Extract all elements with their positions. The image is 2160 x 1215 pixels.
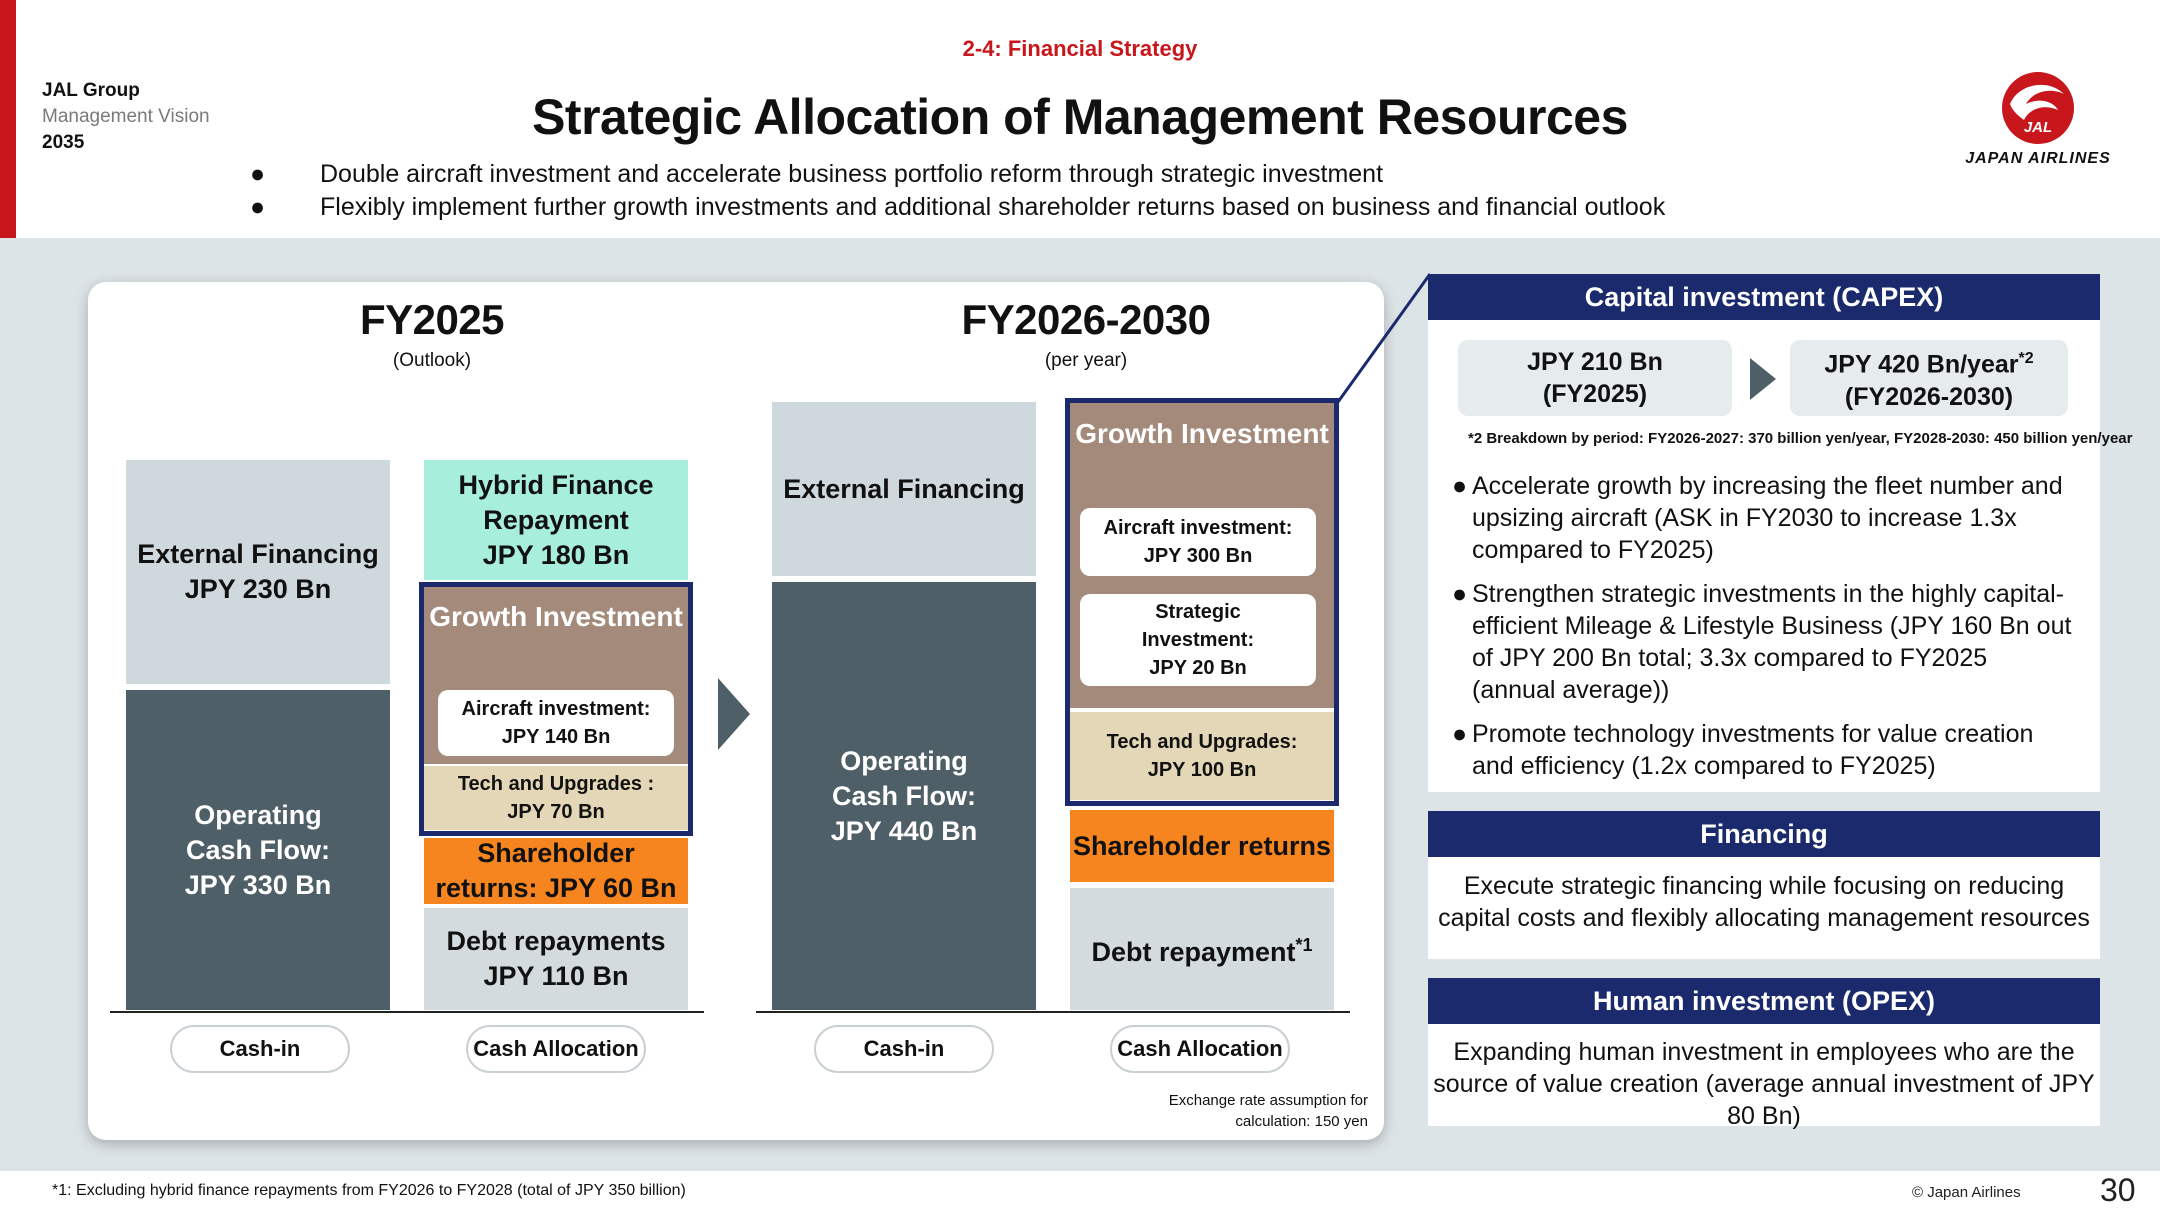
financing-body: Execute strategic financing while focusi…: [1438, 872, 2090, 932]
fy2630-aircraft-investment: Aircraft investment: JPY 300 Bn: [1080, 508, 1316, 576]
fy2025-cash-allocation-label: Cash Allocation: [466, 1025, 646, 1073]
accent-bar: [0, 0, 16, 238]
capex-arrow-icon: [1750, 358, 1776, 400]
crane-logo-icon: JAL: [2002, 72, 2074, 144]
intro-bullets: ● Double aircraft investment and accelera…: [250, 158, 1665, 224]
capex-point: ● Strengthen strategic investments in the…: [1452, 580, 2072, 704]
brand-block: JAL Group Management Vision 2035: [42, 78, 210, 156]
fy2630-shareholder-returns: Shareholder returns: [1070, 810, 1334, 882]
intro-bullet: ● Double aircraft investment and accelera…: [250, 160, 1384, 188]
fy2630-cash-in-label: Cash-in: [814, 1025, 994, 1073]
fy2025-subtitle: (Outlook): [392, 350, 472, 371]
fy2025-growth-highlight: [419, 582, 693, 836]
footnote: *1: Excluding hybrid finance repayments …: [52, 1182, 686, 1199]
fy2025-title: FY2025: [359, 296, 505, 343]
capex-points: ● Accelerate growth by increasing the fle…: [1452, 470, 2072, 794]
svg-text:JAL: JAL: [2024, 119, 2052, 136]
page-title: Strategic Allocation of Management Resou…: [532, 89, 1628, 145]
fy2025-growth-investment-title: Growth Investment: [429, 601, 683, 632]
fy2630-debt-repayment: Debt repayment*1: [1070, 888, 1334, 1010]
jal-logo: JAL JAPAN AIRLINES: [1948, 70, 2128, 180]
fy2630-tech-upgrades: Tech and Upgrades: JPY 100 Bn: [1070, 712, 1334, 800]
fy2025-operating-cash-flow: Operating Cash Flow: JPY 330 Bn: [126, 690, 390, 1010]
copyright: © Japan Airlines: [1912, 1184, 2021, 1201]
fy2630-growth-highlight: [1065, 398, 1339, 806]
fy2025-cash-in-label: Cash-in: [170, 1025, 350, 1073]
fy2630-baseline: [756, 1011, 1350, 1013]
header-band: [0, 0, 2160, 238]
fy2025-tech-upgrades: Tech and Upgrades : JPY 70 Bn: [424, 766, 688, 830]
footer-band: [0, 1171, 2160, 1215]
capex-point: ● Promote technology investments for valu…: [1452, 720, 2034, 780]
section-label: 2-4: Financial Strategy: [962, 36, 1198, 61]
fy2025-shareholder-returns: Shareholder returns: JPY 60 Bn: [424, 838, 688, 904]
human-investment-body: Expanding human investment in employees …: [1433, 1038, 2095, 1130]
financing-header: Financing: [1428, 811, 2100, 857]
fy2630-subtitle: (per year): [1044, 350, 1128, 371]
fy2025-external-financing: External Financing JPY 230 Bn: [126, 460, 390, 684]
intro-bullet: ● Flexibly implement further growth inves…: [250, 193, 1666, 221]
fy2630-title: FY2026-2030: [961, 296, 1211, 343]
fy2025-baseline: [110, 1011, 704, 1013]
human-investment-header: Human investment (OPEX): [1428, 978, 2100, 1024]
fy2630-strategic-investment: Strategic Investment: JPY 20 Bn: [1080, 594, 1316, 686]
capex-header: Capital investment (CAPEX): [1428, 274, 2100, 320]
financing-body-bg: [1428, 857, 2100, 959]
capex-to-box: JPY 420 Bn/year*2 (FY2026-2030): [1790, 340, 2068, 416]
fy2025-debt-repayments: Debt repayments JPY 110 Bn: [424, 908, 688, 1010]
fy2630-cash-allocation-label: Cash Allocation: [1110, 1025, 1290, 1073]
connector-line: [1336, 273, 1432, 403]
human-body-bg: [1428, 1024, 2100, 1126]
fy2025-hybrid-finance-repayment: Hybrid Finance Repayment JPY 180 Bn: [424, 460, 688, 580]
capex-from-box: JPY 210 Bn (FY2025): [1458, 340, 1732, 416]
fy2025-aircraft-investment: Aircraft investment: JPY 140 Bn: [438, 690, 674, 756]
transition-arrow-icon: [718, 678, 750, 750]
page-number: 30: [2100, 1172, 2136, 1208]
brand-line-2: Management Vision: [42, 106, 210, 127]
capex-footnote: *2 Breakdown by period: FY2026-2027: 370…: [1468, 430, 2133, 447]
fy2630-growth-investment-title: Growth Investment: [1075, 418, 1329, 449]
brand-line-3: 2035: [42, 132, 85, 153]
capex-point: ● Accelerate growth by increasing the fle…: [1452, 472, 2063, 564]
logo-wordmark: JAPAN AIRLINES: [1965, 150, 2111, 167]
fy2630-external-financing: External Financing: [772, 402, 1036, 576]
fy2630-operating-cash-flow: Operating Cash Flow: JPY 440 Bn: [772, 582, 1036, 1010]
exchange-rate-note: Exchange rate assumption for calculation:…: [1168, 1092, 1368, 1130]
brand-line-1: JAL Group: [42, 80, 140, 101]
